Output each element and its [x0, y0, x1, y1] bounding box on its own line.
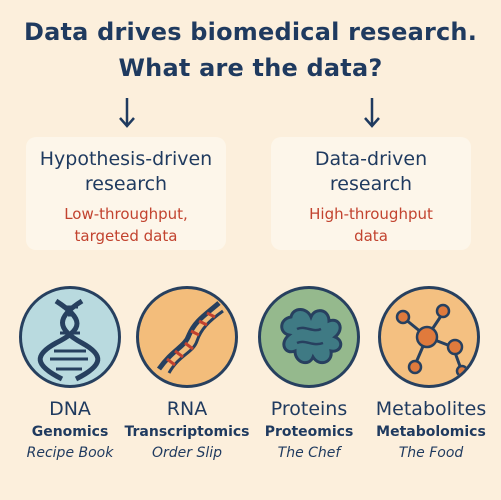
protein-fold-icon	[280, 308, 343, 365]
card-sub-line-1: High-throughput	[309, 205, 433, 223]
metaphor: The Chef	[277, 445, 341, 461]
rna-strand-icon	[156, 301, 224, 374]
molecule-name: Proteins	[270, 398, 348, 420]
card-heading-line-2: research	[84, 173, 168, 195]
proteins-label: Proteins Proteomics The Chef	[244, 397, 374, 463]
omics-name: Proteomics	[264, 424, 354, 440]
rna-label: RNA Transcriptomics Order Slip	[122, 397, 252, 463]
hypothesis-driven-card: Hypothesis-driven research Low-throughpu…	[26, 137, 226, 250]
metaphor: The Food	[398, 445, 464, 461]
down-arrow-icon	[119, 98, 135, 128]
down-arrow-icon	[364, 98, 380, 128]
metabolite-circle	[378, 286, 480, 388]
metabolites-label: Metabolites Metabolomics The Food	[366, 397, 496, 463]
card-heading-line-2: research	[329, 173, 413, 195]
title-line-2: What are the data?	[118, 54, 383, 82]
card-sub-line-2: data	[354, 227, 388, 245]
card-sub-line-2: targeted data	[74, 227, 178, 245]
metabolite-network-icon	[395, 303, 469, 378]
card-heading-line-1: Data-driven	[314, 148, 428, 170]
rna-circle	[136, 286, 238, 388]
title-line-1: Data drives biomedical research.	[23, 18, 478, 46]
omics-name: Metabolomics	[376, 424, 486, 440]
molecule-name: DNA	[49, 398, 91, 420]
dna-label: DNA Genomics Recipe Book	[5, 397, 135, 463]
data-driven-card: Data-driven research High-throughput dat…	[271, 137, 471, 250]
omics-name: Transcriptomics	[124, 424, 250, 440]
protein-circle	[258, 286, 360, 388]
dna-helix-icon	[37, 298, 101, 382]
metaphor: Recipe Book	[26, 445, 114, 461]
molecule-name: Metabolites	[375, 398, 487, 420]
card-sub-line-1: Low-throughput,	[64, 205, 188, 223]
omics-name: Genomics	[31, 424, 109, 440]
card-heading-line-1: Hypothesis-driven	[39, 148, 213, 170]
dna-circle	[19, 286, 121, 388]
metaphor: Order Slip	[151, 445, 223, 461]
molecule-name: RNA	[166, 398, 208, 420]
